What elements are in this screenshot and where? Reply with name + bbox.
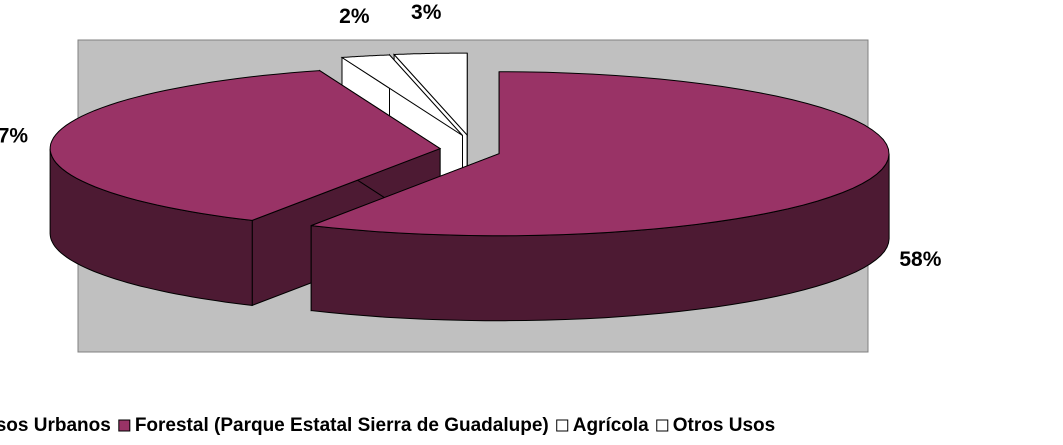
slice [49, 70, 442, 221]
legend-swatch [118, 419, 131, 432]
legend-swatch [556, 419, 569, 432]
legend-swatch [656, 419, 669, 432]
data-label: 3% [411, 1, 442, 24]
legend-label: Otros Usos [673, 415, 775, 436]
legend-label: Usos Urbanos [0, 415, 111, 436]
data-label: 58% [899, 248, 941, 271]
slice [392, 52, 468, 137]
legend-label: Agrícola [573, 415, 649, 436]
slice [311, 71, 890, 237]
data-label: 37% [0, 125, 28, 148]
data-label: 2% [339, 5, 370, 28]
legend-label: Forestal (Parque Estatal Sierra de Guada… [135, 415, 549, 436]
slice [340, 54, 463, 136]
